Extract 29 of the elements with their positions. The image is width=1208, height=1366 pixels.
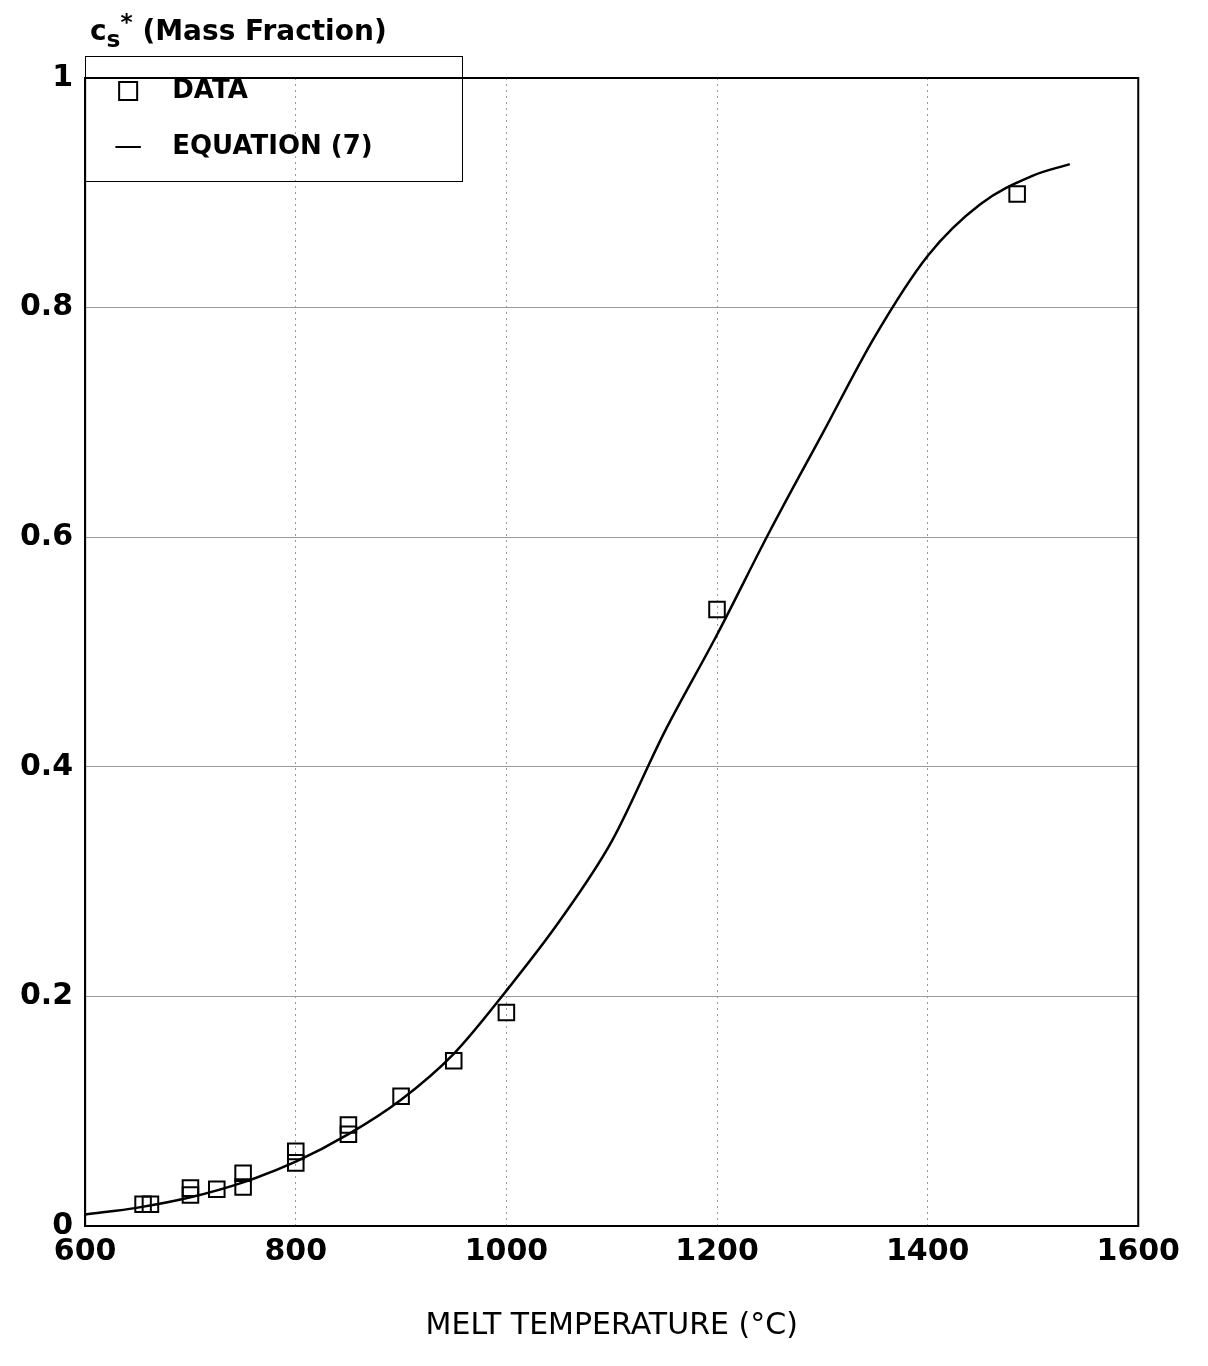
x-tick-label: 1600 xyxy=(1096,1231,1180,1267)
point xyxy=(208,1180,226,1199)
point xyxy=(708,600,726,619)
x-tick-label: 1400 xyxy=(885,1231,970,1267)
y-tick-label: 0.8 xyxy=(19,287,74,323)
legend-label: EQUATION (7) xyxy=(154,129,373,160)
point xyxy=(141,1195,160,1213)
y-axis-title: c$_{s}$$^{*}$ (Mass Fraction) xyxy=(90,8,388,53)
point xyxy=(339,1125,358,1143)
x-axis-title: MELT TEMPERATURE (°C) xyxy=(425,1305,798,1341)
x-tick-label: 1000 xyxy=(464,1231,549,1267)
point xyxy=(234,1178,252,1196)
point xyxy=(286,1142,305,1161)
y-tick-label: 0.4 xyxy=(19,746,74,782)
point xyxy=(181,1186,200,1204)
point xyxy=(1008,185,1026,203)
point xyxy=(286,1154,305,1172)
x-tick-label: 1200 xyxy=(675,1231,759,1267)
point xyxy=(392,1087,410,1106)
point xyxy=(134,1195,152,1213)
y-tick-label: 1 xyxy=(52,57,74,93)
y-tick-label: 0.2 xyxy=(19,976,74,1012)
point xyxy=(339,1116,358,1134)
point xyxy=(444,1051,463,1070)
x-tick-label: 800 xyxy=(264,1231,328,1267)
point xyxy=(497,1003,516,1022)
y-tick-label: 0.6 xyxy=(19,517,74,552)
point xyxy=(234,1164,252,1182)
point xyxy=(181,1179,200,1197)
